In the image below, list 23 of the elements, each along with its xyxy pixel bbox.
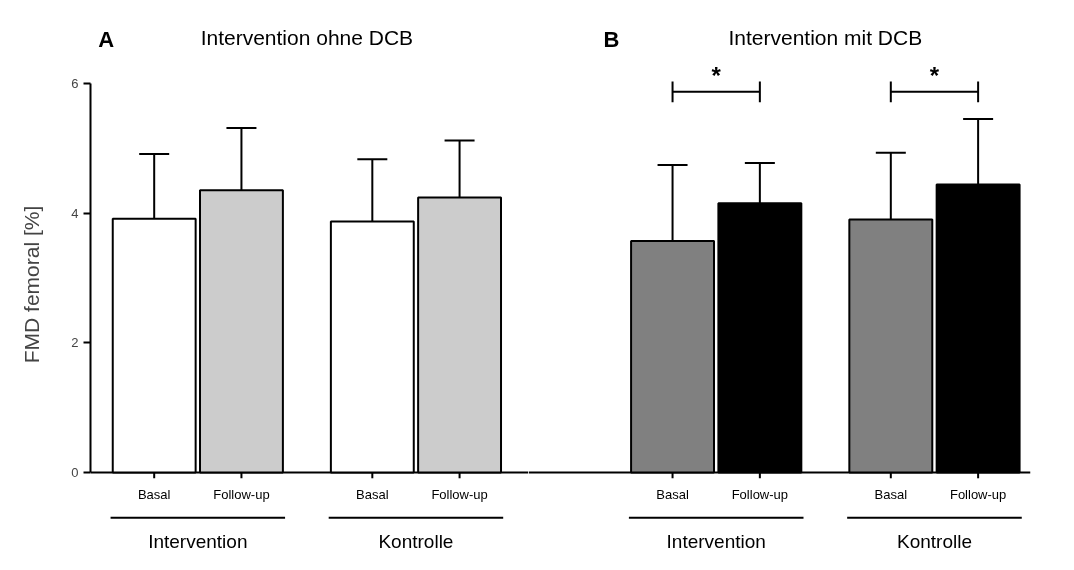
text: A [98,26,115,52]
y-tick-label: 2 [71,335,79,351]
x-tick-label: Follow-up [949,487,1007,502]
y-tick-label: 0 [71,464,79,480]
x-tick-label: Follow-up [431,487,488,502]
y-tick-label: 6 [71,75,79,91]
text: Intervention [148,531,248,553]
text: Intervention [666,531,766,553]
annotation: * [711,61,722,89]
chart-title: Intervention mit DCB [728,26,923,50]
x-tick-label: Follow-up [213,487,270,502]
annotation: * [929,61,940,89]
x-tick-label: Follow-up [731,487,789,502]
y-axis-title: FMD femoral [%] [20,205,44,364]
x-tick-label: Basal [137,487,171,502]
x-tick-label: Basal [656,487,689,502]
text: B [603,26,620,52]
text: Kontrolle [378,531,454,553]
y-tick-label: 4 [71,205,79,221]
x-tick-label: Basal [356,487,389,502]
x-tick-label: Basal [874,487,908,502]
chart-title: Intervention ohne DCB [200,26,414,50]
text: Kontrolle [896,531,972,553]
